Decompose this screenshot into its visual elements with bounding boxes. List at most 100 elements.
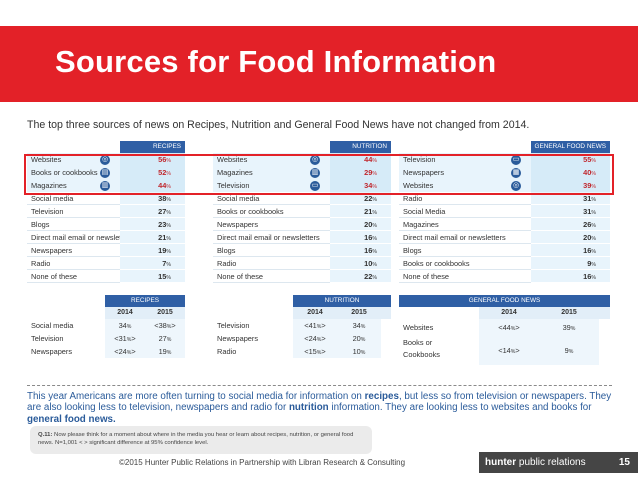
percent-sign: % — [591, 262, 596, 268]
general-food-news-table: GENERAL FOOD NEWS Television ▭ 55% Newspaper… — [399, 141, 610, 283]
value: 19 — [158, 347, 167, 356]
table-row: Television <41%> 34% — [213, 319, 391, 332]
note-recipes: recipes — [364, 391, 399, 402]
row-value: 10 — [364, 259, 373, 268]
value: 24 — [308, 334, 317, 343]
table-row: Newspapers ▦ 40% — [399, 166, 610, 179]
percent-sign: % — [591, 210, 596, 216]
row-label: Websites — [403, 323, 434, 332]
row-value: 16 — [364, 233, 373, 242]
value: 38 — [158, 321, 167, 330]
value: 34 — [118, 321, 127, 330]
table-row: Newspapers 19% — [27, 244, 185, 257]
table-row: Television 27% — [27, 205, 185, 218]
percent-sign: % — [166, 262, 171, 268]
question-text: Now please think for a moment about wher… — [38, 432, 354, 446]
percent-sign: % — [591, 197, 596, 203]
percent-sign: % — [568, 349, 574, 355]
percent-sign: % — [166, 223, 171, 229]
percent-sign: % — [166, 158, 171, 164]
row-label: Websites — [403, 181, 434, 190]
significance-open: < — [304, 347, 309, 356]
percent-sign: % — [360, 350, 366, 356]
question-label: Q.11: — [38, 432, 53, 438]
row-value: 56 — [158, 155, 167, 164]
tv-icon: ▭ — [511, 155, 521, 165]
row-value: 34 — [364, 181, 373, 190]
percent-sign: % — [372, 158, 377, 164]
row-label: Websites — [217, 155, 248, 164]
table-row: Magazines 26% — [399, 218, 610, 231]
row-label: Blogs — [403, 246, 422, 255]
row-value: 16 — [583, 272, 592, 281]
value: 15 — [308, 347, 317, 356]
percent-sign: % — [591, 236, 596, 242]
percent-sign: % — [510, 349, 516, 355]
value: 24 — [118, 347, 127, 356]
table-row: Newspapers <24%> 19% — [27, 345, 185, 358]
percent-sign: % — [166, 337, 172, 343]
significance-open: < — [498, 346, 503, 355]
percent-sign: % — [166, 324, 172, 330]
value-2015: 27% — [145, 332, 185, 345]
percent-sign: % — [166, 236, 171, 242]
row-value: 39 — [583, 181, 592, 190]
percent-sign: % — [316, 324, 322, 330]
percent-sign: % — [372, 249, 377, 255]
percent-sign: % — [126, 337, 132, 343]
table-row: Blogs 16% — [399, 244, 610, 257]
nutrition-compare-header: NUTRITION — [293, 295, 391, 307]
row-value: 23 — [158, 220, 167, 229]
row-label: Television — [31, 207, 64, 216]
newspaper-icon: ▦ — [511, 168, 521, 178]
significance-close: > — [321, 347, 326, 356]
row-label: None of these — [31, 272, 78, 281]
row-label: Blogs — [31, 220, 50, 229]
general-compare-table: GENERAL FOOD NEWS 2014 2015 Websites <44%… — [399, 295, 610, 365]
row-label: Magazines — [31, 181, 67, 190]
column-header: NUTRITION — [330, 141, 391, 153]
row-value: 27 — [158, 207, 167, 216]
column-header: GENERAL FOOD NEWS — [531, 141, 610, 153]
table-row: Social media 34% <38%> — [27, 319, 185, 332]
table-row: Radio 10% — [213, 257, 391, 270]
top-three-highlight — [24, 154, 614, 195]
value-2014: <31%> — [105, 332, 145, 345]
value-2015: 20% — [337, 332, 381, 345]
row-value: 29 — [364, 168, 373, 177]
table-row: Websites ◎ 44% — [213, 153, 391, 166]
value-2014: <15%> — [293, 345, 337, 358]
subtitle: The top three sources of news on Recipes… — [27, 119, 530, 131]
row-label: Blogs — [217, 246, 236, 255]
percent-sign: % — [372, 275, 377, 281]
value-2014: <24%> — [293, 332, 337, 345]
recipes-compare-header: RECIPES — [105, 295, 185, 307]
percent-sign: % — [372, 262, 377, 268]
row-label: Direct mail email or newsletters — [403, 233, 506, 242]
significance-close: > — [515, 346, 520, 355]
row-label: Books or cookbooks — [217, 207, 284, 216]
row-label: Cookbooks — [403, 350, 440, 359]
table-row: Direct mail email or newsletters 21% — [27, 231, 185, 244]
note-nutrition: nutrition — [288, 402, 329, 414]
percent-sign: % — [166, 197, 171, 203]
value-2014: <41%> — [293, 319, 337, 332]
value-2014: <44%> — [479, 319, 539, 337]
summary-note: This year Americans are more often turni… — [27, 391, 617, 425]
percent-sign: % — [166, 350, 172, 356]
percent-sign: % — [166, 171, 171, 177]
table-row: Direct mail email or newsletters 16% — [213, 231, 391, 244]
year-2015: 2015 — [351, 309, 367, 316]
percent-sign: % — [166, 184, 171, 190]
globe-icon: ◎ — [511, 181, 521, 191]
row-value: 9 — [587, 259, 592, 268]
brand-bar: hunter public relations 15 — [479, 452, 638, 473]
book-icon: ▤ — [100, 168, 110, 178]
percent-sign: % — [591, 275, 596, 281]
significance-close: > — [171, 321, 176, 330]
table-row: Radio 31% — [399, 192, 610, 205]
value-2015: 10% — [337, 345, 381, 358]
percent-sign: % — [372, 210, 377, 216]
percent-sign: % — [372, 223, 377, 229]
row-label: None of these — [403, 272, 450, 281]
